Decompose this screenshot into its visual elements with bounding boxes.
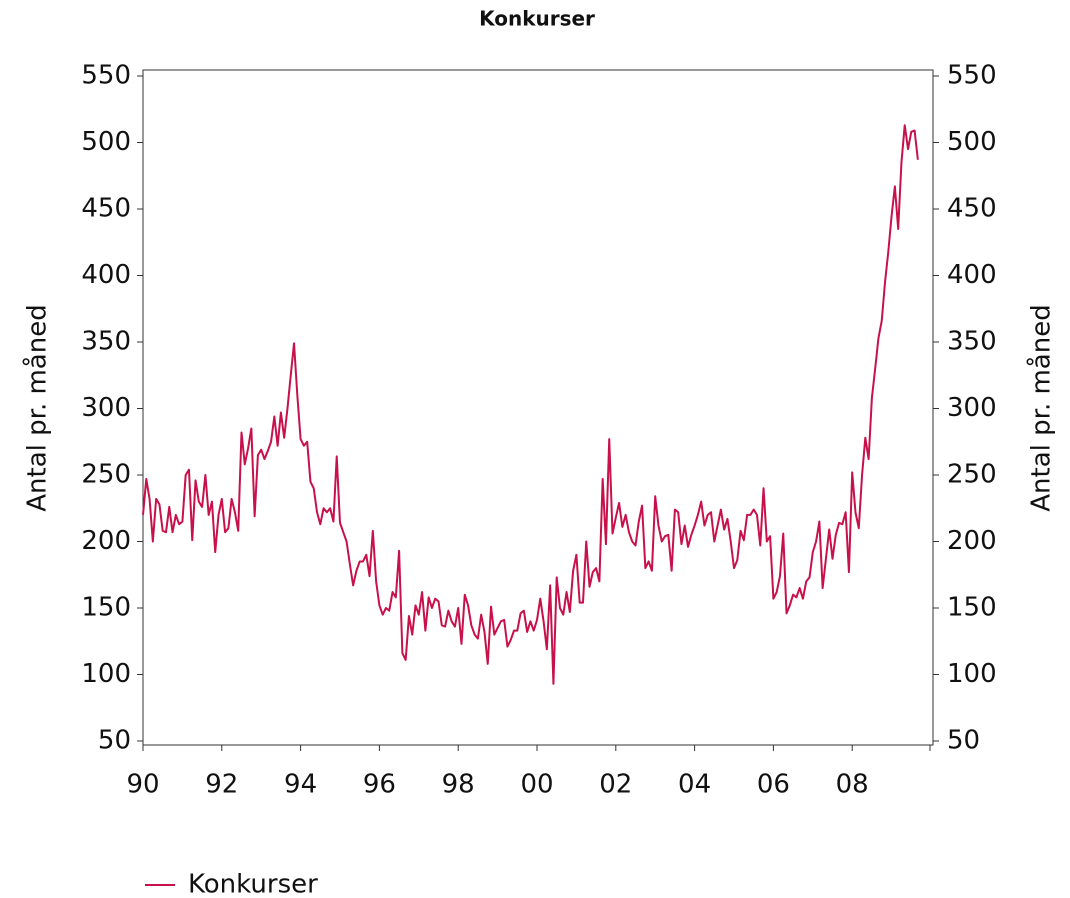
x-tick-label: 94 bbox=[284, 770, 317, 800]
y2-tick-label: 200 bbox=[947, 526, 997, 556]
y-axis-label: Antal pr. måned bbox=[22, 304, 53, 511]
y2-tick-label: 550 bbox=[947, 61, 997, 91]
x-tick-label: 98 bbox=[442, 770, 475, 800]
data-line bbox=[142, 124, 919, 685]
y-tick-label: 550 bbox=[81, 61, 131, 91]
y2-tick-label: 100 bbox=[947, 659, 997, 689]
y2-tick-label: 450 bbox=[947, 194, 997, 224]
y-tick-label: 300 bbox=[81, 393, 131, 423]
x-tick-label: 06 bbox=[757, 770, 790, 800]
x-tick-label: 08 bbox=[836, 770, 869, 800]
plot-frame bbox=[142, 69, 934, 746]
y-tick-label: 500 bbox=[81, 127, 131, 157]
x-tick-label: 04 bbox=[678, 770, 711, 800]
x-tick-label: 92 bbox=[205, 770, 238, 800]
x-tick-label: 90 bbox=[126, 770, 159, 800]
y2-axis-label: Antal pr. måned bbox=[1026, 304, 1057, 511]
x-tick-label: 96 bbox=[363, 770, 396, 800]
y-tick-label: 200 bbox=[81, 526, 131, 556]
y-tick-label: 400 bbox=[81, 260, 131, 290]
y2-tick-label: 150 bbox=[947, 593, 997, 623]
y2-tick-label: 300 bbox=[947, 393, 997, 423]
y-tick-label: 50 bbox=[98, 726, 131, 756]
y-tick-label: 150 bbox=[81, 593, 131, 623]
y2-tick-label: 350 bbox=[947, 327, 997, 357]
y2-tick-label: 50 bbox=[947, 726, 980, 756]
x-tick-label: 02 bbox=[599, 770, 632, 800]
chart-title: Konkurser bbox=[479, 7, 595, 31]
legend-label: Konkurser bbox=[188, 870, 318, 898]
y2-tick-label: 400 bbox=[947, 260, 997, 290]
y-tick-label: 100 bbox=[81, 659, 131, 689]
y2-tick-label: 500 bbox=[947, 127, 997, 157]
x-tick-label: 00 bbox=[520, 770, 553, 800]
y-tick-label: 250 bbox=[81, 460, 131, 490]
y2-tick-label: 250 bbox=[947, 460, 997, 490]
y-tick-label: 350 bbox=[81, 327, 131, 357]
y-tick-label: 450 bbox=[81, 194, 131, 224]
